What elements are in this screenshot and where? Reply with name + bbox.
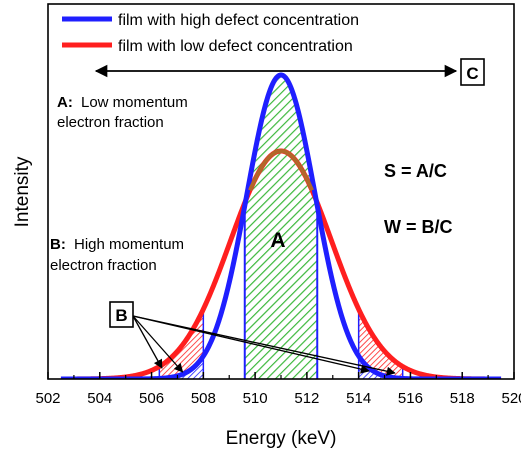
x-tick-label-512: 512: [294, 390, 319, 407]
y-axis-label: Intensity: [12, 156, 33, 227]
b-description-line1: B: High momentum: [50, 236, 184, 253]
x-tick-label-508: 508: [191, 390, 216, 407]
c-label: C: [466, 64, 478, 83]
x-tick-label-516: 516: [398, 390, 423, 407]
x-tick-label-502: 502: [35, 390, 60, 407]
b-label: B: [115, 306, 127, 325]
x-tick-label-514: 514: [346, 390, 371, 407]
b-description-text1: High momentum: [74, 236, 184, 253]
a-description-line2: electron fraction: [57, 114, 164, 131]
x-tick-label-504: 504: [87, 390, 112, 407]
b-arrow-3: [132, 315, 396, 376]
b-pointer-arrows: [132, 315, 396, 376]
b-arrow-0: [132, 315, 163, 369]
region-b-left-high-fill: [159, 356, 204, 379]
x-tick-label-506: 506: [139, 390, 164, 407]
x-tick-label-510: 510: [243, 390, 268, 407]
c-label-box: [460, 58, 485, 86]
a-description-text1: Low momentum: [81, 94, 188, 111]
w-formula: W = B/C: [384, 217, 453, 237]
series-line-low-defect-overlap: [248, 148, 314, 192]
x-tick-label-520: 520: [501, 390, 521, 407]
a-description-key: A:: [57, 94, 73, 111]
region-a-label: A: [270, 229, 285, 252]
legend-label-low-defect: film with low defect concentration: [118, 38, 353, 55]
x-tick-label-518: 518: [450, 390, 475, 407]
b-description-line2: electron fraction: [50, 257, 157, 274]
b-description-key: B:: [50, 236, 66, 253]
x-axis-label: Energy (keV): [226, 428, 337, 449]
legend: film with high defect concentration film…: [62, 12, 359, 55]
b-arrow-1: [132, 315, 184, 373]
hatched-regions: [158, 75, 404, 379]
legend-label-high-defect: film with high defect concentration: [118, 12, 359, 29]
x-axis-ticks: 502 504 506 508 510 512 514 516 518 520: [35, 372, 521, 407]
a-description-line1: A: Low momentum: [57, 94, 188, 111]
s-formula: S = A/C: [384, 161, 447, 181]
b-label-box: [109, 301, 134, 328]
region-a-fill: [244, 75, 318, 379]
